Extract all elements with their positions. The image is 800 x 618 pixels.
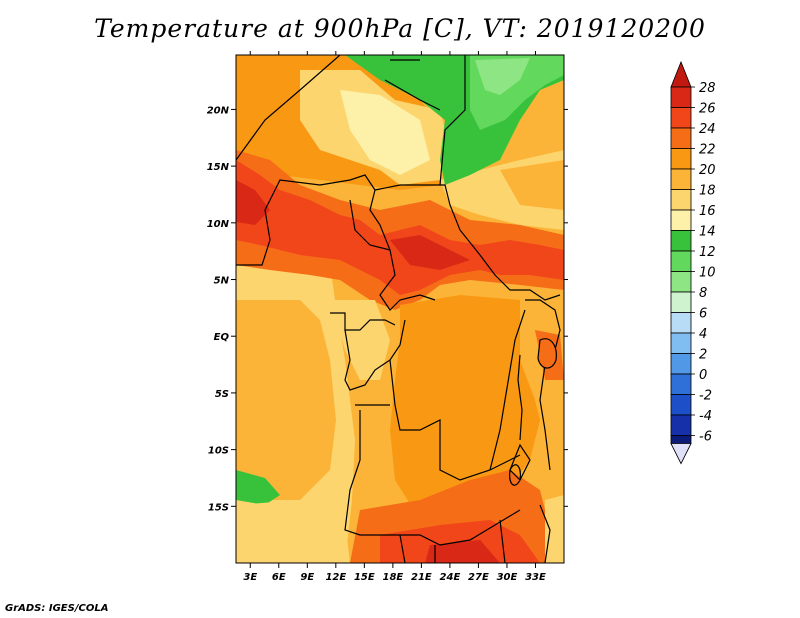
colorbar-label: 28	[699, 81, 716, 96]
lon-tick-label: 21E	[411, 572, 432, 583]
colorbar-bottom-arrow	[670, 443, 692, 465]
colorbar-label: 18	[699, 184, 716, 199]
colorbar-segment	[670, 107, 692, 129]
colorbar-label: 10	[699, 266, 716, 281]
colorbar-segment	[670, 250, 692, 272]
colorbar-segment	[670, 353, 692, 375]
colorbar-label: 0	[699, 368, 707, 383]
lat-tick-label: 20N	[207, 105, 230, 116]
lon-tick-label: 9E	[300, 572, 314, 583]
colorbar-segment	[670, 148, 692, 170]
lat-tick-label: 15S	[208, 502, 229, 513]
lon-tick-label: 12E	[325, 572, 346, 583]
lat-tick-label: EQ	[214, 332, 230, 343]
colorbar-label: 22	[699, 143, 716, 158]
colorbar-segment	[670, 312, 692, 334]
lat-tick-label: 10S	[208, 446, 229, 457]
colorbar-label: -4	[699, 409, 712, 424]
colorbar-label: -6	[699, 430, 712, 445]
colorbar-segment	[670, 189, 692, 211]
lon-tick-label: 30E	[497, 572, 518, 583]
lon-tick-label: 33E	[525, 572, 546, 583]
lakes	[509, 338, 557, 486]
colorbar-top-arrow	[670, 60, 692, 88]
colorbar-segment	[670, 332, 692, 354]
colorbar-label: 2	[699, 348, 707, 363]
temperature-field	[236, 55, 564, 563]
colorbar-label: 14	[699, 225, 716, 240]
colorbar-label: 4	[699, 327, 707, 342]
lat-tick-label: 5N	[214, 276, 230, 287]
colorbar-segment	[670, 414, 692, 436]
colorbar-segment	[670, 168, 692, 190]
lon-tick-label: 6E	[272, 572, 286, 583]
colorbar-segment	[670, 127, 692, 149]
map-title: Temperature at 900hPa [C], VT: 201912020…	[94, 14, 706, 43]
colorbar-segment	[670, 291, 692, 313]
colorbar-segment	[670, 373, 692, 395]
colorbar-label: 16	[699, 204, 716, 219]
colorbar-segment	[670, 394, 692, 416]
grads-credit: GrADS: IGES/COLA	[5, 603, 109, 614]
colorbar-label: 24	[699, 122, 716, 137]
colorbar-segment	[670, 209, 692, 231]
colorbar-label: 26	[699, 102, 716, 117]
colorbar-segment	[670, 271, 692, 293]
longitude-axis: 3E 6E 9E 12E 15E 18E 21E 24E 27E 30E 33E	[243, 51, 546, 583]
lat-tick-label: 15N	[207, 162, 230, 173]
lon-tick-label: 15E	[354, 572, 375, 583]
lon-tick-label: 3E	[243, 572, 257, 583]
colorbar-label: 8	[699, 286, 707, 301]
lon-tick-label: 27E	[468, 572, 489, 583]
colorbar-label: 6	[699, 307, 707, 322]
lon-tick-label: 18E	[382, 572, 403, 583]
colorbar-segment	[670, 86, 692, 108]
colorbar-label: 20	[699, 163, 716, 178]
lon-tick-label: 24E	[440, 572, 461, 583]
latitude-axis: 20N 15N 10N 5N EQ 5S 10S 15S	[207, 105, 568, 513]
colorbar-label: 12	[699, 245, 716, 260]
map-frame	[235, 54, 565, 564]
lat-tick-label: 10N	[207, 219, 230, 230]
lat-tick-label: 5S	[215, 389, 229, 400]
colorbar-label: -2	[699, 389, 712, 404]
colorbar-segment	[670, 230, 692, 252]
